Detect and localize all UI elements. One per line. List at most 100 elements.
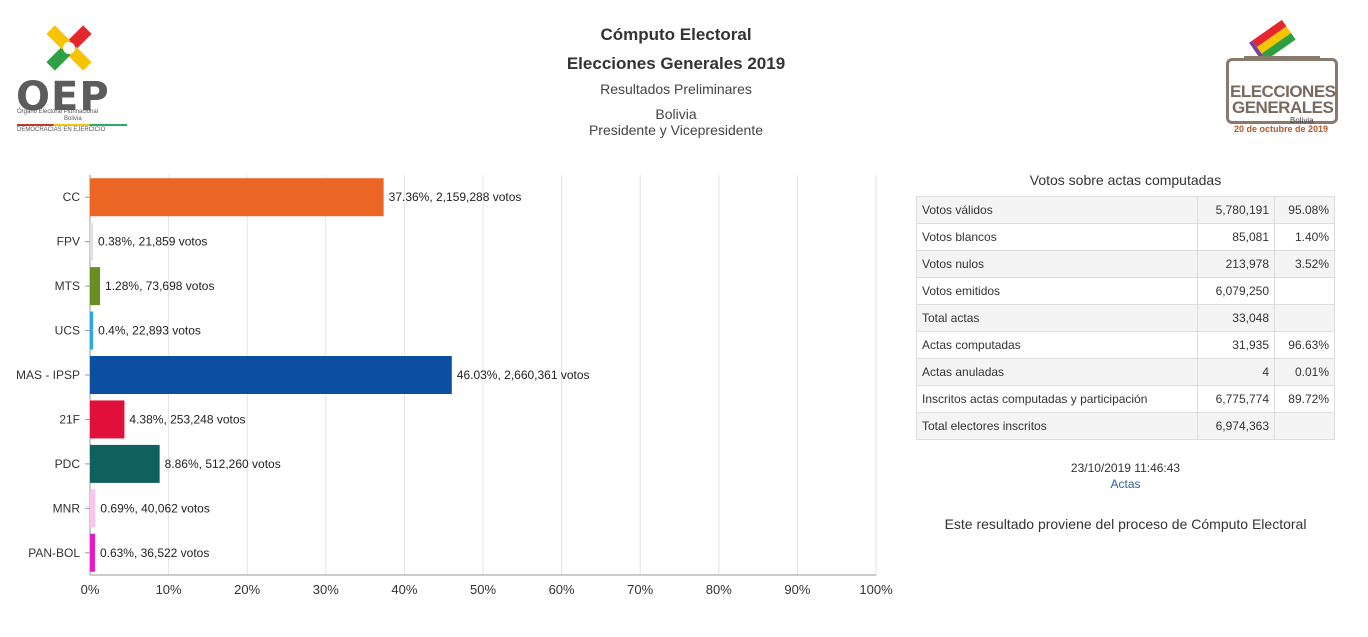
summary-row-value: 6,974,363 bbox=[1197, 412, 1275, 440]
summary-row-percent: 96.63% bbox=[1274, 331, 1335, 359]
summary-row: Votos emitidos 6,079,250 bbox=[916, 277, 1335, 305]
summary-row-percent: 95.08% bbox=[1274, 196, 1335, 224]
category-label: MTS bbox=[55, 279, 80, 293]
source-note: Este resultado proviene del proceso de C… bbox=[944, 516, 1307, 532]
summary-row-percent bbox=[1274, 304, 1335, 332]
elecciones-logo-date: 20 de octubre de 2019 bbox=[1234, 124, 1329, 134]
ballot-box-icon bbox=[1226, 58, 1338, 124]
bar-chart-svg: 0% 10% 20% 30% 40% 50% 60% 70% 80% 90% 100% CC 37.36… bbox=[16, 175, 893, 597]
data-label: 37.36%, 2,159,288 votos bbox=[389, 190, 522, 204]
oep-color-line bbox=[17, 124, 127, 126]
summary-row-percent: 0.01% bbox=[1274, 358, 1335, 386]
category-label: PAN-BOL bbox=[28, 546, 80, 560]
bar bbox=[90, 267, 101, 306]
summary-row-value: 85,081 bbox=[1197, 223, 1275, 251]
summary-row: Votos blancos 85,081 1.40% bbox=[916, 223, 1335, 251]
oep-emblem-icon bbox=[46, 25, 92, 71]
summary-row-percent: 1.40% bbox=[1274, 223, 1335, 251]
summary-row: Total actas 33,048 bbox=[916, 304, 1335, 332]
region-label: Bolivia bbox=[655, 106, 697, 122]
page-header: OEP Órgano Electoral Plurinacional Boliv… bbox=[0, 0, 1368, 150]
x-tick-label: 50% bbox=[470, 582, 496, 597]
bar bbox=[90, 222, 93, 261]
summary-row-value: 5,780,191 bbox=[1197, 196, 1275, 224]
summary-row-label: Votos válidos bbox=[916, 196, 1198, 224]
data-label: 4.38%, 253,248 votos bbox=[129, 412, 245, 426]
x-tick-label: 40% bbox=[391, 582, 417, 597]
summary-row: Votos válidos 5,780,191 95.08% bbox=[916, 196, 1335, 224]
page-subtitle: Elecciones Generales 2019 bbox=[566, 54, 786, 73]
x-tick-label: 30% bbox=[313, 582, 339, 597]
summary-row: Actas anuladas 4 0.01% bbox=[916, 358, 1335, 386]
x-tick-label: 10% bbox=[156, 582, 182, 597]
x-tick-label: 20% bbox=[234, 582, 260, 597]
summary-row-label: Inscritos actas computadas y participaci… bbox=[916, 385, 1198, 413]
data-label: 0.63%, 36,522 votos bbox=[100, 546, 209, 560]
summary-row-label: Actas computadas bbox=[916, 331, 1198, 359]
x-tick-label: 80% bbox=[706, 582, 732, 597]
x-tick-label: 0% bbox=[81, 582, 100, 597]
elecciones-logo-country: Bolivia bbox=[1290, 116, 1314, 125]
category-label: CC bbox=[63, 190, 81, 204]
summary-row-percent: 89.72% bbox=[1274, 385, 1335, 413]
oep-tagline: DEMOCRACIAS EN EJERCICIO bbox=[17, 127, 106, 133]
x-tick-label: 100% bbox=[859, 582, 893, 597]
summary-row-value: 6,079,250 bbox=[1197, 277, 1275, 305]
oep-name: OEP bbox=[16, 74, 110, 120]
summary-panel: Votos sobre actas computadas Votos válid… bbox=[916, 170, 1335, 532]
elecciones-logo-line2: GENERALES bbox=[1232, 98, 1334, 117]
category-label: MAS - IPSP bbox=[16, 368, 80, 382]
oep-country: Bolivia bbox=[64, 116, 82, 122]
results-bar-chart: 0% 10% 20% 30% 40% 50% 60% 70% 80% 90% 100% CC 37.36… bbox=[0, 165, 900, 605]
data-label: 1.28%, 73,698 votos bbox=[105, 279, 214, 293]
summary-row-value: 33,048 bbox=[1197, 304, 1275, 332]
x-tick-label: 90% bbox=[784, 582, 810, 597]
summary-row-label: Votos blancos bbox=[916, 223, 1198, 251]
ballot-icon bbox=[1244, 19, 1320, 63]
office-label: Presidente y Vicepresidente bbox=[588, 122, 764, 138]
summary-row-label: Total actas bbox=[916, 304, 1198, 332]
summary-row: Total electores inscritos 6,974,363 bbox=[916, 412, 1335, 440]
elecciones-logo-line1: ELECCIONES bbox=[1230, 82, 1336, 101]
summary-row: Actas computadas 31,935 96.63% bbox=[916, 331, 1335, 359]
summary-row-percent bbox=[1274, 412, 1335, 440]
bar bbox=[90, 444, 160, 483]
x-tick-label: 60% bbox=[549, 582, 575, 597]
bar bbox=[90, 178, 384, 217]
summary-row-label: Votos nulos bbox=[916, 250, 1198, 278]
update-timestamp: 23/10/2019 11:46:43 bbox=[1070, 461, 1181, 475]
data-label: 46.03%, 2,660,361 votos bbox=[457, 368, 590, 382]
page-title: Cómputo Electoral bbox=[600, 25, 752, 44]
bar bbox=[90, 533, 95, 572]
summary-row-label: Actas anuladas bbox=[916, 358, 1198, 386]
data-label: 0.38%, 21,859 votos bbox=[98, 235, 207, 249]
x-tick-label: 70% bbox=[627, 582, 653, 597]
summary-table: Votos válidos 5,780,191 95.08% Votos blanco… bbox=[916, 196, 1335, 440]
data-label: 0.69%, 40,062 votos bbox=[100, 501, 209, 515]
category-label: 21F bbox=[59, 412, 80, 426]
data-label: 0.4%, 22,893 votos bbox=[98, 324, 201, 338]
bar bbox=[90, 311, 94, 350]
summary-row-value: 31,935 bbox=[1197, 331, 1275, 359]
category-label: UCS bbox=[55, 324, 80, 338]
summary-row-label: Votos emitidos bbox=[916, 277, 1198, 305]
page-titles: Cómputo Electoral Elecciones Generales 2… bbox=[476, 24, 876, 138]
summary-row-value: 213,978 bbox=[1197, 250, 1275, 278]
bar bbox=[90, 489, 96, 528]
bar bbox=[90, 400, 125, 439]
category-label: MNR bbox=[53, 501, 81, 515]
summary-row: Votos nulos 213,978 3.52% bbox=[916, 250, 1335, 278]
summary-row-label: Total electores inscritos bbox=[916, 412, 1198, 440]
summary-row-percent bbox=[1274, 277, 1335, 305]
oep-subtitle: Órgano Electoral Plurinacional bbox=[17, 109, 99, 115]
summary-title: Votos sobre actas computadas bbox=[1029, 172, 1222, 188]
bar bbox=[90, 356, 452, 394]
category-label: PDC bbox=[55, 457, 81, 471]
oep-logo: OEP Órgano Electoral Plurinacional Boliv… bbox=[14, 12, 134, 140]
actas-link[interactable]: Actas bbox=[1110, 477, 1141, 491]
summary-row-percent: 3.52% bbox=[1274, 250, 1335, 278]
elecciones-logo: ELECCIONES GENERALES Bolivia 20 de octub… bbox=[1224, 14, 1338, 138]
data-label: 8.86%, 512,260 votos bbox=[165, 457, 281, 471]
summary-row-value: 4 bbox=[1197, 358, 1275, 386]
results-status: Resultados Preliminares bbox=[600, 81, 752, 97]
